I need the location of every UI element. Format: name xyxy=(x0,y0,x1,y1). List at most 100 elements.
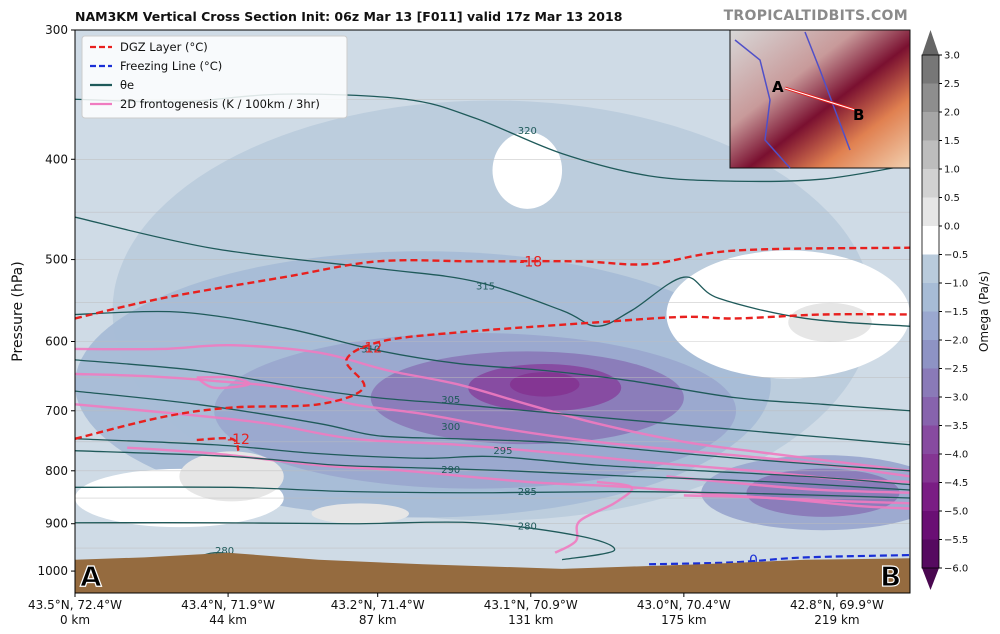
y-tick-label: 400 xyxy=(45,152,68,166)
y-tick-label: 1000 xyxy=(37,564,68,578)
theta-e-label: 300 xyxy=(441,422,460,433)
legend-box xyxy=(81,35,348,119)
x-tick-distance: 219 km xyxy=(814,613,859,627)
theta-e-label: 295 xyxy=(493,446,512,457)
dgz-label: -12 xyxy=(359,340,382,356)
colorbar-tick-label: −2.0 xyxy=(944,336,968,347)
x-tick-distance: 0 km xyxy=(60,613,90,627)
x-tick-coord: 43.1°N, 70.9°W xyxy=(484,598,578,612)
legend-entry: 2D frontogenesis (K / 100km / 3hr) xyxy=(120,97,320,111)
y-tick-label: 500 xyxy=(45,253,68,267)
freezing-line xyxy=(649,553,910,566)
colorbar-segment xyxy=(922,83,939,113)
axes: 300 400 500 600 700 800 900 1000 Pressure (hPa) 4… xyxy=(10,23,911,627)
x-tick-coord: 43.0°N, 70.4°W xyxy=(637,598,731,612)
colorbar-tick-label: −2.5 xyxy=(944,364,968,375)
legend-entry: Freezing Line (°C) xyxy=(120,59,222,73)
x-tick-distance: 87 km xyxy=(359,613,397,627)
theta-e-label: 280 xyxy=(518,522,537,533)
colorbar-segment xyxy=(922,311,939,341)
x-tick-coord: 43.5°N, 72.4°W xyxy=(28,598,122,612)
colorbar-tick-label: −4.0 xyxy=(944,450,968,461)
colorbar-tick-label: 0.5 xyxy=(944,193,960,204)
theta-e-label: 310 xyxy=(361,344,380,355)
terrain-fill xyxy=(75,552,910,593)
dgz-contours: -18 -12 -12 0 xyxy=(75,246,910,569)
y-tick-label: 700 xyxy=(45,404,68,418)
colorbar-segment xyxy=(922,226,939,255)
frontogenesis-line xyxy=(554,480,634,554)
chart-title: NAM3KM Vertical Cross Section Init: 06z … xyxy=(75,9,623,24)
theta-e-line xyxy=(75,521,616,561)
y-tick-label: 900 xyxy=(45,517,68,531)
colorbar-segment xyxy=(922,140,939,170)
colorbar-extend-top xyxy=(922,30,939,55)
frontogenesis-line xyxy=(666,475,910,494)
frontogenesis-line xyxy=(75,343,910,472)
legend-entry: θe xyxy=(120,78,134,92)
frontogenesis-line xyxy=(75,403,910,484)
omega-positive-region xyxy=(311,503,409,524)
colorbar-segment xyxy=(922,368,939,398)
theta-e-line xyxy=(75,450,910,491)
frontogenesis-line xyxy=(683,494,910,510)
colorbar-tick-label: −3.5 xyxy=(944,421,968,432)
colorbar-tick-label: −3.0 xyxy=(944,393,968,404)
colorbar-tick-label: −1.0 xyxy=(944,279,968,290)
colorbar-tick-label: 2.5 xyxy=(944,79,960,90)
brand-watermark: TROPICALTIDBITS.COM xyxy=(723,8,908,24)
colorbar-segment xyxy=(922,454,939,483)
x-tick-coord: 43.4°N, 71.9°W xyxy=(181,598,275,612)
x-tick-distance: 175 km xyxy=(661,613,706,627)
theta-e-label: 320 xyxy=(518,126,537,137)
omega-colorbar: 3.0 2.5 2.0 1.5 1.0 0.5 0.0 −0.5 −1.0 −1.5 −2.0 −2.… xyxy=(921,30,991,590)
colorbar-segment xyxy=(922,482,939,512)
colorbar-segment xyxy=(922,397,939,426)
inset-label-b: B xyxy=(853,106,864,124)
theta-e-label: 315 xyxy=(476,281,495,292)
colorbar-tick-label: −4.5 xyxy=(944,478,968,489)
frontogenesis-contours xyxy=(75,343,910,554)
dgz-line xyxy=(75,313,910,440)
dgz-line xyxy=(196,436,240,452)
legend-entry: DGZ Layer (°C) xyxy=(120,40,208,54)
plot-frame xyxy=(74,29,911,594)
colorbar-segment xyxy=(922,340,939,369)
endpoint-label-a: A xyxy=(80,560,102,593)
colorbar-tick-label: 1.5 xyxy=(944,136,960,147)
colorbar-segment xyxy=(922,197,939,227)
theta-e-line xyxy=(75,486,910,499)
colorbar-tick-label: −1.5 xyxy=(944,307,968,318)
theta-e-line xyxy=(75,359,910,446)
x-tick-distance: 131 km xyxy=(508,613,553,627)
theta-e-line xyxy=(75,310,910,412)
colorbar-tick-label: 3.0 xyxy=(944,51,960,62)
theta-e-label: 280 xyxy=(215,546,234,557)
colorbar-segment xyxy=(922,112,939,141)
colorbar-segment xyxy=(922,283,939,312)
x-tick-distance: 44 km xyxy=(209,613,247,627)
colorbar-tick-label: 0.0 xyxy=(944,222,960,233)
inset-map: A B xyxy=(729,29,911,169)
inset-label-a: A xyxy=(772,78,784,96)
colorbar-segment xyxy=(922,511,939,540)
colorbar-label: Omega (Pa/s) xyxy=(977,271,991,352)
theta-e-label: 305 xyxy=(441,395,460,406)
y-axis-label: Pressure (hPa) xyxy=(10,261,26,361)
y-tick-label: 600 xyxy=(45,335,68,349)
colorbar-segment xyxy=(922,55,939,84)
colorbar-tick-label: −5.5 xyxy=(944,535,968,546)
omega-positive-region xyxy=(788,302,872,342)
omega-positive-region xyxy=(179,451,284,502)
dgz-label: -18 xyxy=(519,254,542,270)
colorbar-tick-label: −0.5 xyxy=(944,250,968,261)
theta-e-label: 290 xyxy=(441,465,460,476)
colorbar-tick-label: −5.0 xyxy=(944,507,968,518)
y-tick-label: 800 xyxy=(45,464,68,478)
legend: DGZ Layer (°C) Freezing Line (°C) θe 2D fro… xyxy=(81,35,348,119)
x-tick-coord: 43.2°N, 71.4°W xyxy=(331,598,425,612)
colorbar-tick-label: −6.0 xyxy=(944,564,968,575)
theta-e-label: 285 xyxy=(518,487,537,498)
y-tick-label: 300 xyxy=(45,23,68,37)
